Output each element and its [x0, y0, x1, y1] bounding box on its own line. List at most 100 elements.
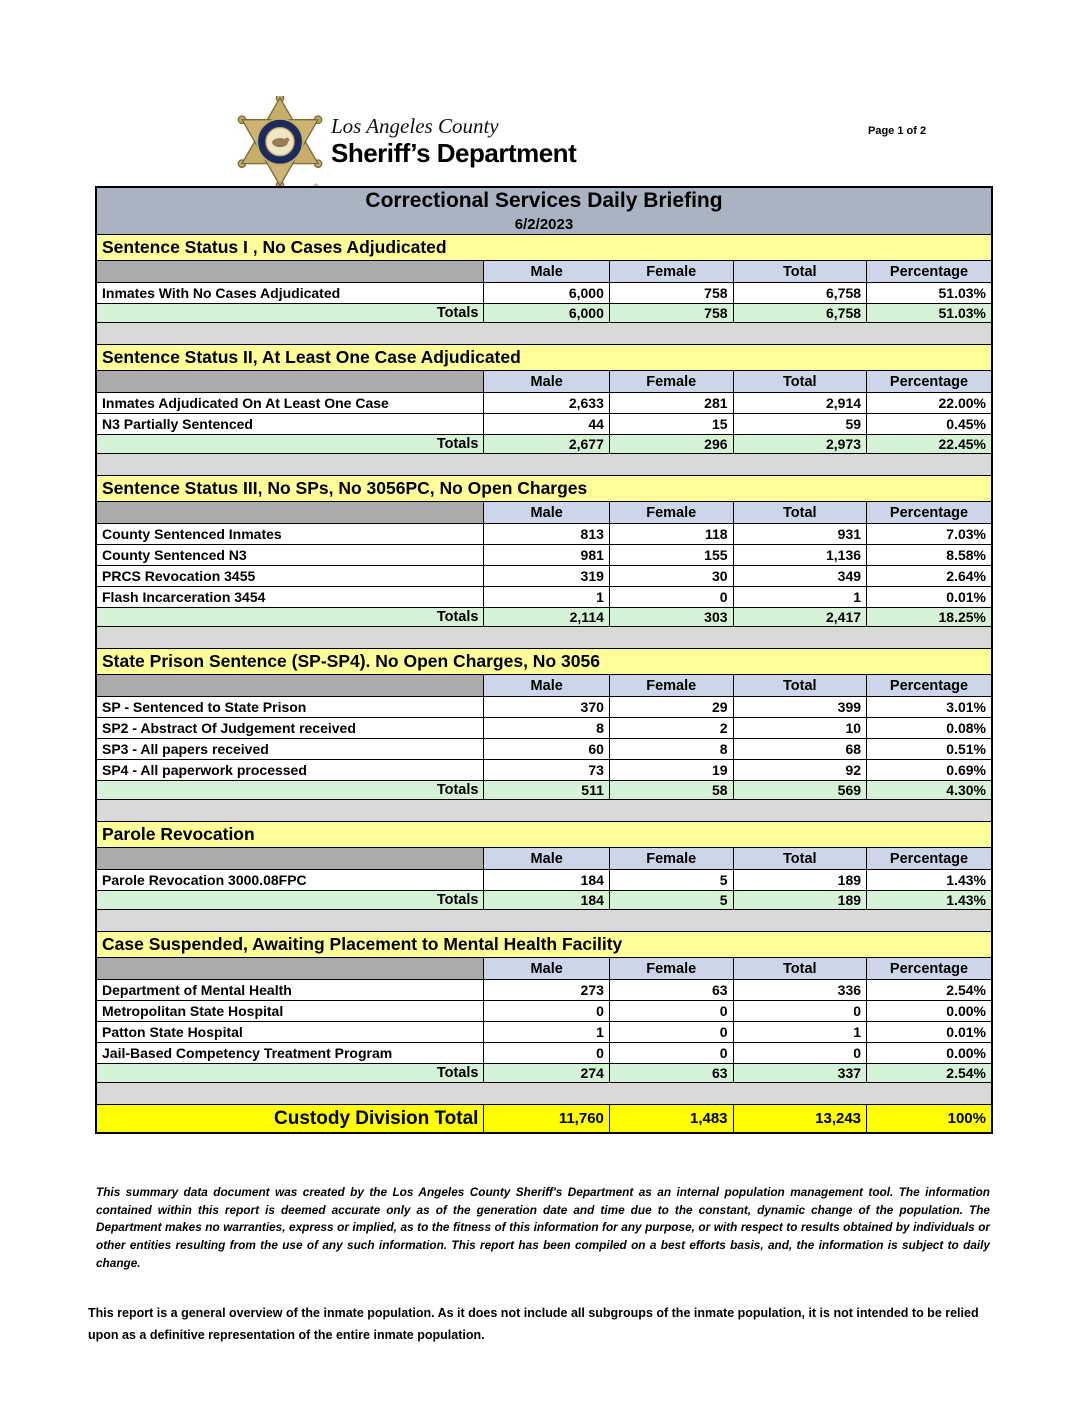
percentage-value: 0.08%	[866, 717, 993, 739]
column-header-corner	[95, 260, 485, 283]
female-value: 758	[608, 282, 734, 304]
female-value: 63	[608, 979, 734, 1001]
total-value: 1	[732, 586, 868, 608]
percentage-value: 0.01%	[866, 1021, 993, 1043]
total-value: 1	[732, 1021, 868, 1043]
totals-percentage: 51.03%	[866, 303, 993, 323]
female-value: 19	[608, 759, 734, 781]
data-row: County Sentenced Inmates 813 118 931 7.03%	[95, 523, 993, 545]
female-value: 118	[608, 523, 734, 545]
total-value: 349	[732, 565, 868, 587]
data-row: SP2 - Abstract Of Judgement received 8 2 10…	[95, 717, 993, 739]
total-value: 189	[732, 869, 868, 891]
column-header-male: Male	[483, 957, 610, 980]
report-date: 6/2/2023	[514, 216, 574, 233]
male-value: 60	[483, 738, 610, 760]
department-wordmark: Los Angeles County Sheriff’s Department	[331, 114, 577, 169]
male-value: 273	[483, 979, 610, 1001]
totals-male: 184	[483, 890, 610, 910]
female-value: 281	[608, 392, 734, 414]
gap-row	[95, 799, 993, 822]
column-header-corner	[95, 847, 485, 870]
section-title: Parole Revocation	[95, 821, 993, 848]
column-header-female: Female	[608, 847, 734, 870]
grand-total-percentage: 100%	[866, 1104, 993, 1134]
column-header-row: Male Female Total Percentage	[95, 674, 993, 697]
row-label: SP3 - All papers received	[95, 738, 485, 760]
row-label: N3 Partially Sentenced	[95, 413, 485, 435]
column-header-female: Female	[608, 260, 734, 283]
column-header-total: Total	[732, 501, 868, 524]
column-header-row: Male Female Total Percentage	[95, 847, 993, 870]
percentage-value: 0.01%	[866, 586, 993, 608]
section-gap	[95, 453, 993, 476]
grand-total-label: Custody Division Total	[95, 1104, 485, 1134]
disclaimer-text: This summary data document was created b…	[96, 1185, 990, 1270]
male-value: 0	[483, 1042, 610, 1064]
percentage-value: 0.69%	[866, 759, 993, 781]
section-gap	[95, 799, 993, 822]
totals-male: 511	[483, 780, 610, 800]
section-gap	[95, 1082, 993, 1105]
column-header-corner	[95, 501, 485, 524]
column-header-percentage: Percentage	[866, 847, 993, 870]
male-value: 813	[483, 523, 610, 545]
total-value: 1,136	[732, 544, 868, 566]
department-name: Sheriff’s Department	[331, 138, 577, 168]
overview-note-text: This report is a general overview of the…	[88, 1306, 979, 1342]
percentage-value: 0.00%	[866, 1042, 993, 1064]
totals-row: Totals 2,114 303 2,417 18.25%	[95, 607, 993, 627]
gap-row	[95, 626, 993, 649]
totals-female: 296	[608, 434, 734, 454]
column-header-row: Male Female Total Percentage	[95, 957, 993, 980]
row-label: County Sentenced Inmates	[95, 523, 485, 545]
column-header-row: Male Female Total Percentage	[95, 260, 993, 283]
totals-total: 569	[732, 780, 868, 800]
section-header-row: State Prison Sentence (SP-SP4). No Open …	[95, 648, 993, 675]
totals-percentage: 2.54%	[866, 1063, 993, 1083]
column-header-percentage: Percentage	[866, 370, 993, 393]
totals-percentage: 1.43%	[866, 890, 993, 910]
male-value: 184	[483, 869, 610, 891]
data-row: Flash Incarceration 3454 1 0 1 0.01%	[95, 586, 993, 608]
sheriff-star-badge-icon: ®	[237, 93, 323, 191]
total-value: 336	[732, 979, 868, 1001]
row-label: Patton State Hospital	[95, 1021, 485, 1043]
totals-percentage: 4.30%	[866, 780, 993, 800]
data-row: County Sentenced N3 981 155 1,136 8.58%	[95, 544, 993, 566]
totals-female: 5	[608, 890, 734, 910]
data-row: Inmates Adjudicated On At Least One Case…	[95, 392, 993, 414]
row-label: Inmates Adjudicated On At Least One Case	[95, 392, 485, 414]
section-header-row: Sentence Status III, No SPs, No 3056PC, …	[95, 475, 993, 502]
male-value: 8	[483, 717, 610, 739]
column-header-male: Male	[483, 260, 610, 283]
totals-total: 337	[732, 1063, 868, 1083]
total-value: 0	[732, 1000, 868, 1022]
totals-male: 2,114	[483, 607, 610, 627]
percentage-value: 22.00%	[866, 392, 993, 414]
totals-male: 274	[483, 1063, 610, 1083]
section-header-row: Sentence Status II, At Least One Case Ad…	[95, 344, 993, 371]
row-label: Flash Incarceration 3454	[95, 586, 485, 608]
male-value: 319	[483, 565, 610, 587]
totals-label: Totals	[95, 303, 485, 323]
column-header-male: Male	[483, 847, 610, 870]
column-header-percentage: Percentage	[866, 260, 993, 283]
totals-label: Totals	[95, 607, 485, 627]
row-label: SP2 - Abstract Of Judgement received	[95, 717, 485, 739]
row-label: County Sentenced N3	[95, 544, 485, 566]
percentage-value: 0.00%	[866, 1000, 993, 1022]
total-value: 10	[732, 717, 868, 739]
totals-label: Totals	[95, 1063, 485, 1083]
female-value: 0	[608, 1021, 734, 1043]
percentage-value: 0.45%	[866, 413, 993, 435]
column-header-percentage: Percentage	[866, 957, 993, 980]
totals-row: Totals 184 5 189 1.43%	[95, 890, 993, 910]
male-value: 981	[483, 544, 610, 566]
column-header-female: Female	[608, 674, 734, 697]
percentage-value: 0.51%	[866, 738, 993, 760]
totals-female: 758	[608, 303, 734, 323]
male-value: 1	[483, 586, 610, 608]
totals-female: 58	[608, 780, 734, 800]
sheriff-badge: ®	[236, 93, 324, 195]
